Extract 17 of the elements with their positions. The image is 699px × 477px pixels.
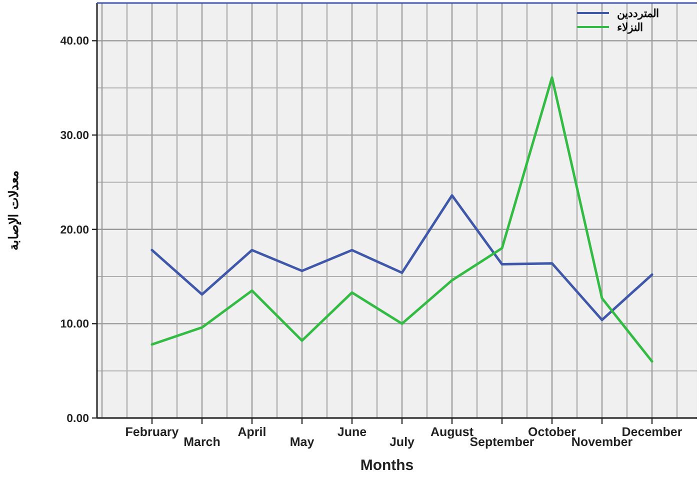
x-tick-label: June (337, 425, 367, 439)
x-tick-label: February (125, 425, 179, 439)
y-axis-title: معدلات الإصابة (6, 170, 22, 250)
y-tick-label: 40.00 (60, 36, 89, 48)
x-tick-label: May (290, 435, 314, 449)
y-tick-label: 0.00 (66, 413, 89, 425)
x-tick-label: March (184, 435, 220, 449)
y-tick-label: 10.00 (60, 318, 89, 331)
line-series (150, 76, 654, 363)
x-tick-label: April (238, 425, 266, 439)
y-tick-label: 30.00 (60, 130, 89, 142)
legend-label: النزلاء (617, 22, 643, 34)
line-series (150, 194, 654, 322)
y-tick-label: 20.00 (60, 224, 89, 236)
legend-label: المترددين (617, 8, 659, 20)
x-axis-title: Months (360, 457, 414, 474)
x-tick-label: July (389, 435, 415, 449)
